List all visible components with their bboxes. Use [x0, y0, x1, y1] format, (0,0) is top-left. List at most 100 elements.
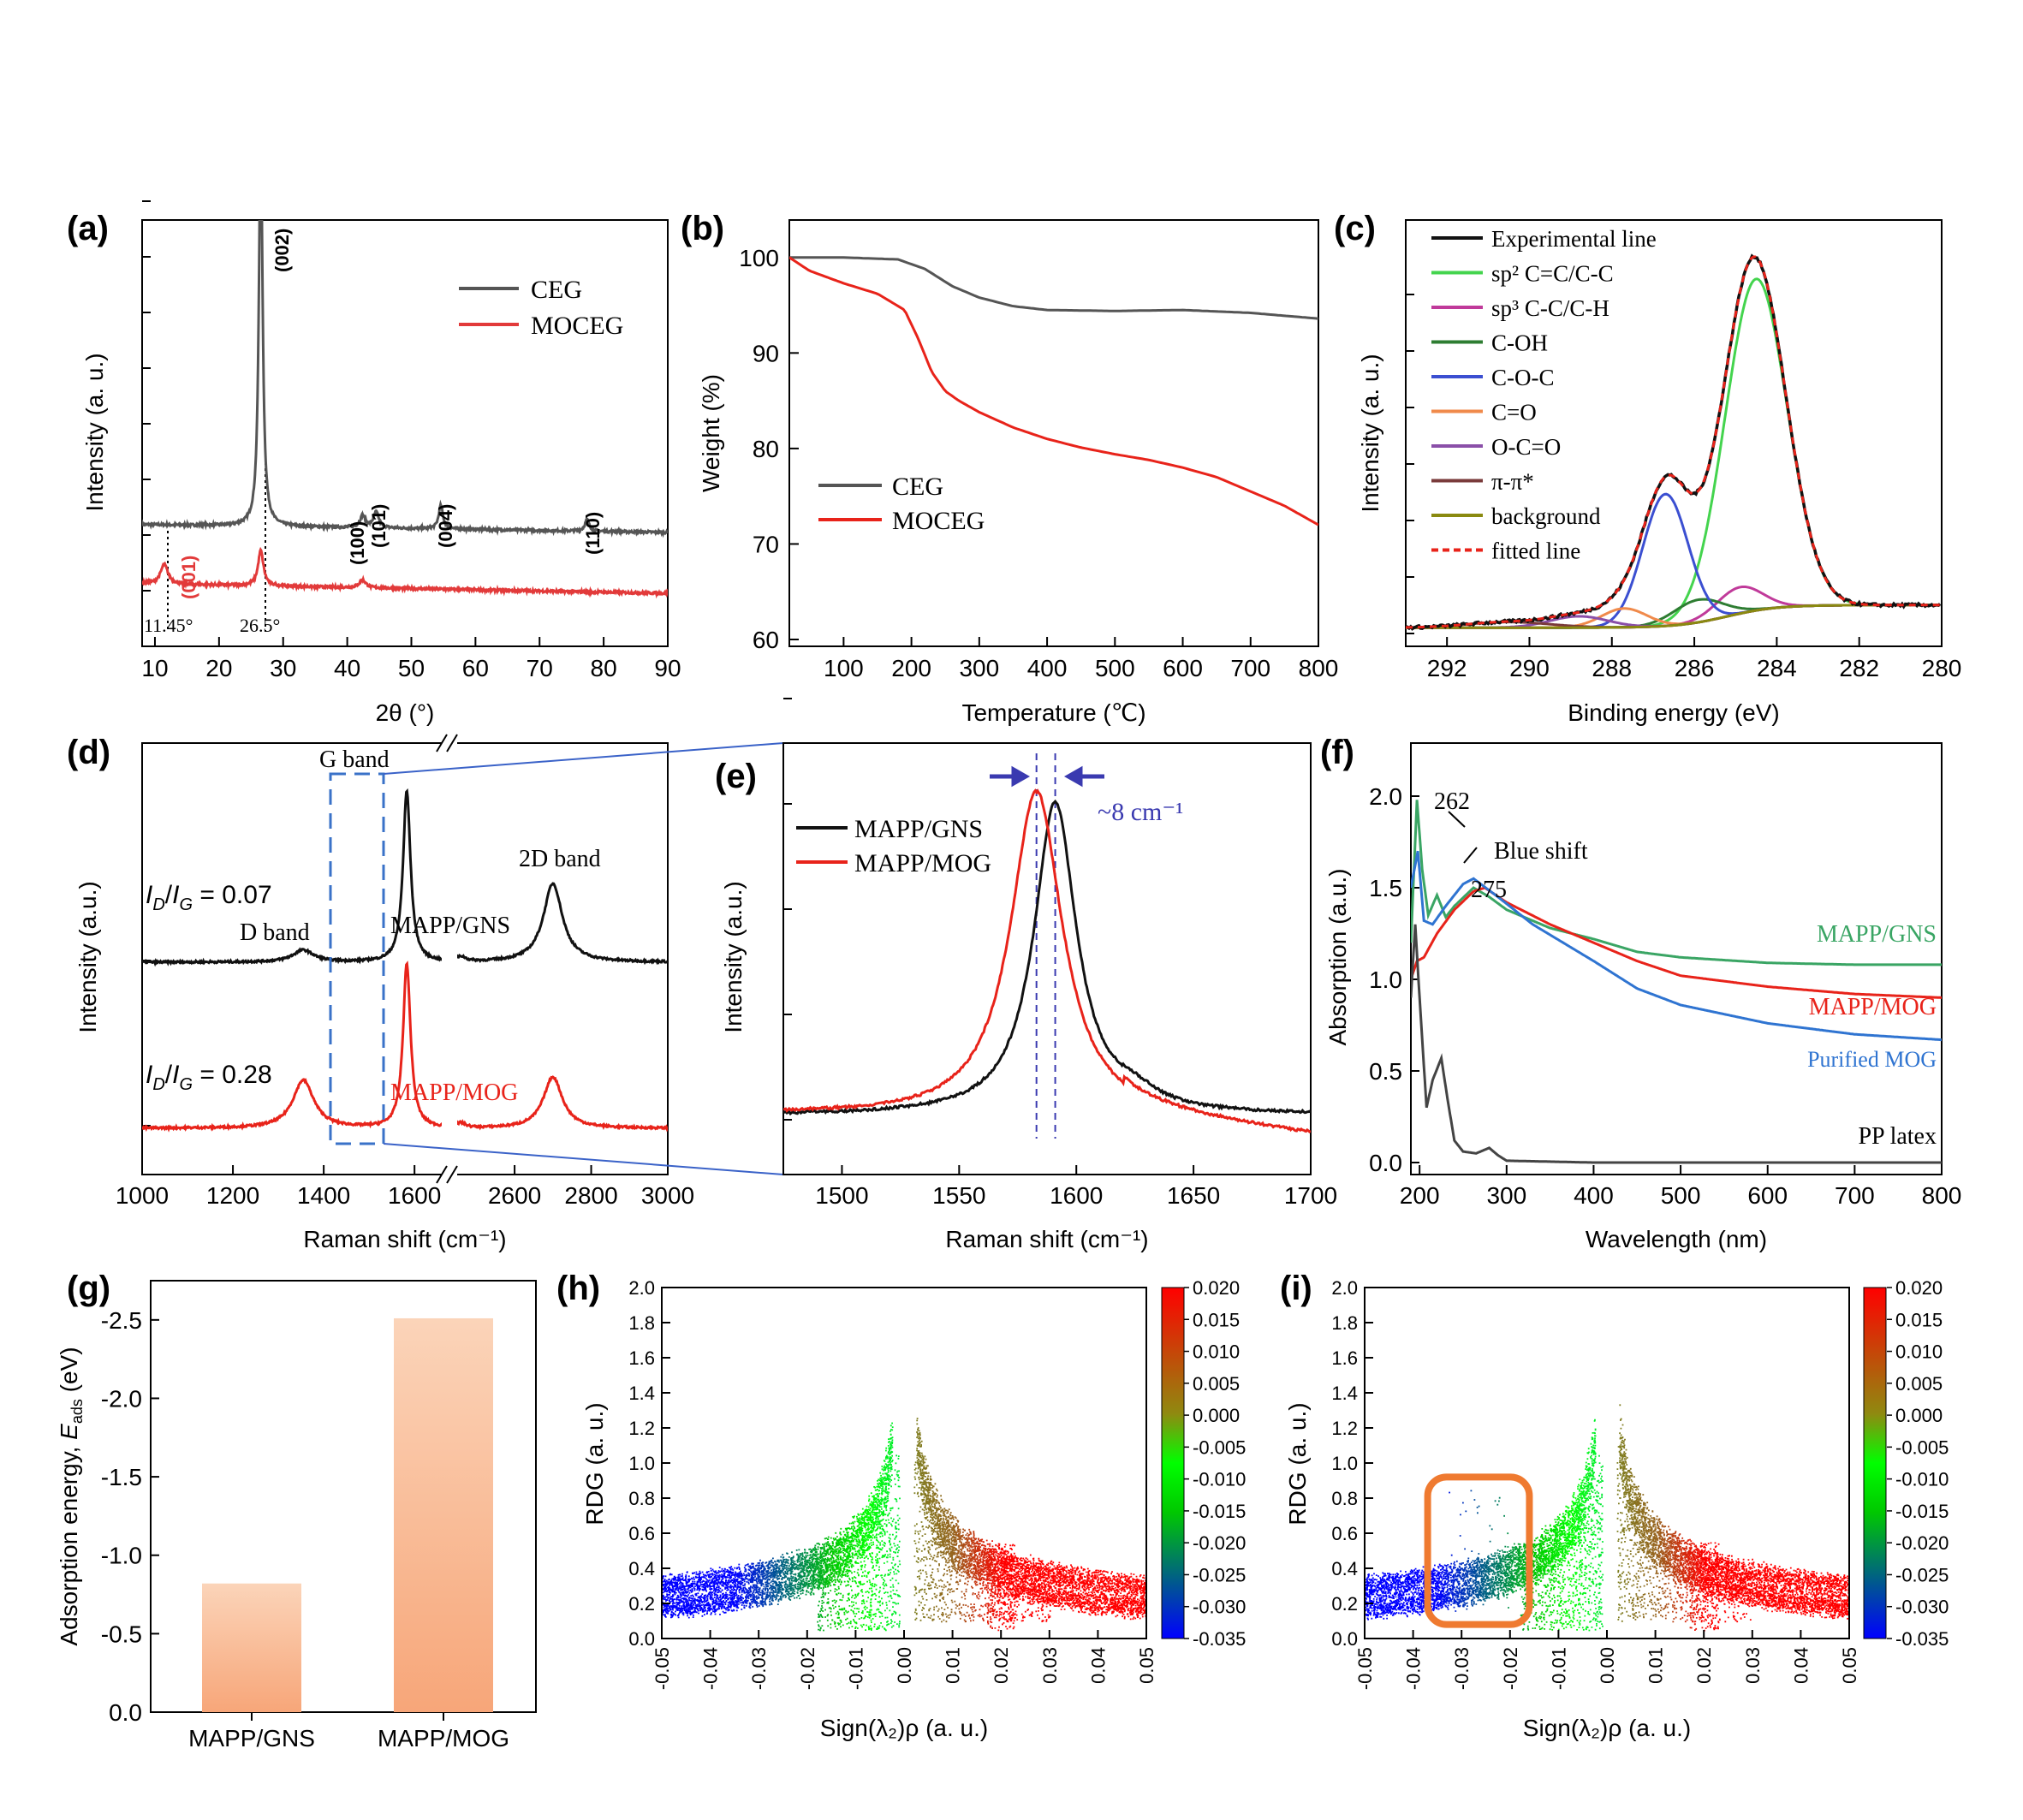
scatter-points: [1472, 1569, 1474, 1572]
scatter-points: [1475, 1564, 1478, 1567]
scatter-points: [1690, 1540, 1693, 1621]
scatter-points: [1580, 1485, 1582, 1609]
panel-h-ylabel: RDG (a. u.): [581, 1402, 608, 1525]
series-moceg-line: [789, 256, 1318, 526]
scatter-points: [1473, 1569, 1476, 1581]
scatter-points: [1681, 1547, 1684, 1549]
scatter-points: [991, 1572, 994, 1584]
scatter-points: [1583, 1482, 1586, 1617]
scatter-points: [1460, 1569, 1461, 1571]
y-tick-label: 0.6: [628, 1523, 655, 1544]
scatter-points: [1514, 1546, 1517, 1592]
scatter-points: [890, 1433, 892, 1597]
scatter-points: [1516, 1568, 1519, 1578]
panel-a-ticks: 10 20 30 40 50 60 70 80 90: [141, 200, 681, 681]
scatter-points: [758, 1565, 760, 1607]
x-tick-label: 284: [1757, 655, 1797, 681]
series-mapp-mog-line: [783, 788, 1311, 1133]
scatter-points: [973, 1545, 976, 1612]
colorbar-tick-label: 0.015: [1895, 1309, 1943, 1330]
scatter-points: [1454, 1602, 1456, 1604]
scatter-points: [1501, 1563, 1503, 1589]
scatter-points: [1657, 1523, 1658, 1525]
x-tick-label: 288: [1592, 655, 1632, 681]
panel-f-ticks: 200 300 400 500 600 700 800 0.0 0.5 1.0 1.5 2.0: [1369, 783, 1961, 1209]
scatter-points: [823, 1546, 825, 1582]
series-ceg-line: [789, 256, 1318, 320]
scatter-points: [794, 1567, 797, 1589]
scatter-points: [990, 1556, 992, 1566]
scatter-points: [1669, 1533, 1672, 1598]
y-tick-label: 70: [753, 531, 779, 557]
scatter-points: [806, 1585, 809, 1588]
scatter-points: [1459, 1562, 1461, 1603]
panel-b-xlabel: Temperature (℃): [961, 699, 1145, 726]
annotation-8-cm: ~8 cm⁻¹: [1098, 798, 1183, 826]
scatter-points: [1574, 1502, 1576, 1556]
legend-ceg-label: CEG: [892, 473, 943, 501]
scatter-points: [974, 1549, 978, 1611]
scatter-points: [1443, 1564, 1446, 1601]
x-tick-label: 600: [1747, 1182, 1788, 1209]
scatter-points: [1502, 1551, 1504, 1594]
zoom-connector-top: [383, 742, 784, 775]
scatter-points: [1576, 1502, 1579, 1621]
scatter-points: [787, 1552, 788, 1596]
scatter-points: [878, 1479, 881, 1627]
scatter-points: [819, 1555, 822, 1629]
scatter-points: [963, 1619, 966, 1621]
scatter-points: [1506, 1563, 1508, 1599]
scatter-points: [1550, 1528, 1552, 1626]
scatter-points: [1694, 1549, 1697, 1622]
scatter-points: [788, 1556, 790, 1592]
x-tick-label: 700: [1835, 1182, 1875, 1209]
scatter-points: [764, 1573, 766, 1575]
scatter-points: [1485, 1564, 1487, 1576]
scatter-points: [1587, 1448, 1591, 1604]
colorbar-tick-label: -0.005: [1895, 1436, 1949, 1458]
component-3-line: [1406, 492, 1941, 629]
scatter-points: [955, 1517, 957, 1609]
scatter-points: [1512, 1548, 1514, 1594]
legend-label: C-OH: [1491, 330, 1548, 356]
scatter-points: [735, 1606, 738, 1609]
annotation-arrow-275: [1463, 847, 1478, 864]
scatter-points: [1486, 1568, 1489, 1571]
scatter-points: [1636, 1488, 1639, 1619]
scatter-points: [1559, 1523, 1562, 1621]
scatter-points: [947, 1508, 950, 1619]
scatter-points: [1533, 1546, 1535, 1579]
scatter-points: [804, 1556, 806, 1564]
scatter-points: [1685, 1541, 1687, 1598]
scatter-points: [1490, 1528, 1493, 1572]
scatter-points: [1550, 1528, 1553, 1628]
scatter-points: [984, 1549, 986, 1590]
scatter-points: [997, 1567, 999, 1597]
scatter-points: [862, 1512, 865, 1626]
scatter-points: [753, 1586, 756, 1588]
scatter-points: [955, 1552, 958, 1583]
scatter-points: [880, 1474, 883, 1624]
scatter-points: [1625, 1456, 1629, 1613]
scatter-points: [1633, 1476, 1637, 1616]
scatter-points: [1562, 1515, 1566, 1630]
y-tick-label: 1.6: [1331, 1347, 1358, 1369]
scatter-points: [767, 1567, 770, 1569]
scatter-points: [955, 1523, 958, 1526]
scatter-points: [1560, 1520, 1563, 1624]
scatter-points: [1523, 1567, 1526, 1569]
scatter-points: [755, 1564, 758, 1606]
scatter-points: [979, 1554, 981, 1616]
scatter-points: [787, 1570, 789, 1572]
scatter-points: [1677, 1537, 1680, 1597]
scatter-points: [737, 1585, 740, 1588]
scatter-points: [995, 1544, 997, 1561]
colorbar-tick-label: -0.015: [1895, 1501, 1949, 1522]
scatter-points: [806, 1561, 808, 1585]
scatter-points: [1472, 1560, 1474, 1601]
scatter-points: [1662, 1608, 1664, 1610]
scatter-points: [1495, 1566, 1497, 1567]
colorbar-tick-label: -0.025: [1193, 1564, 1246, 1585]
scatter-points: [791, 1563, 794, 1571]
